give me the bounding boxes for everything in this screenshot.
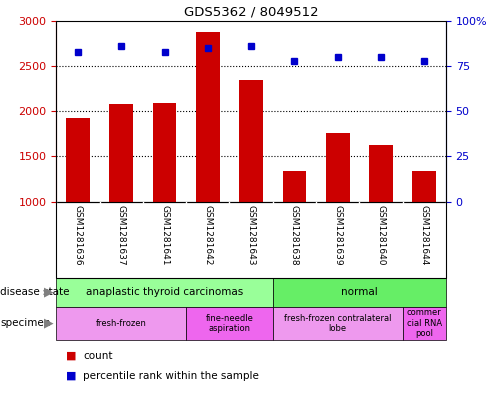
- Text: count: count: [83, 351, 113, 361]
- Bar: [56, 278, 273, 307]
- Text: GSM1281639: GSM1281639: [333, 206, 342, 266]
- Text: GSM1281643: GSM1281643: [246, 206, 256, 266]
- Bar: [369, 145, 393, 202]
- Text: normal: normal: [341, 287, 378, 298]
- Text: GSM1281637: GSM1281637: [117, 206, 126, 266]
- Text: specimen: specimen: [0, 318, 50, 328]
- Bar: [283, 171, 306, 202]
- Text: ■: ■: [66, 371, 76, 381]
- Text: fine-needle
aspiration: fine-needle aspiration: [205, 314, 253, 333]
- Text: fresh-frozen: fresh-frozen: [96, 319, 147, 328]
- Bar: [273, 278, 446, 307]
- Bar: [56, 307, 186, 340]
- Bar: [273, 307, 403, 340]
- Bar: [186, 307, 273, 340]
- Text: percentile rank within the sample: percentile rank within the sample: [83, 371, 259, 381]
- Text: fresh-frozen contralateral
lobe: fresh-frozen contralateral lobe: [284, 314, 392, 333]
- Bar: [66, 118, 90, 202]
- Text: GSM1281640: GSM1281640: [376, 206, 386, 266]
- Text: GSM1281638: GSM1281638: [290, 206, 299, 266]
- Text: ▶: ▶: [44, 286, 54, 299]
- Text: GSM1281641: GSM1281641: [160, 206, 169, 266]
- Bar: [153, 103, 176, 202]
- Text: GSM1281644: GSM1281644: [420, 206, 429, 266]
- Bar: [239, 79, 263, 202]
- Text: GSM1281642: GSM1281642: [203, 206, 212, 266]
- Bar: [109, 104, 133, 202]
- Text: ▶: ▶: [44, 317, 54, 330]
- Bar: [196, 32, 220, 202]
- Text: ■: ■: [66, 351, 76, 361]
- Text: disease state: disease state: [0, 287, 70, 298]
- Bar: [413, 171, 436, 202]
- Text: anaplastic thyroid carcinomas: anaplastic thyroid carcinomas: [86, 287, 243, 298]
- Title: GDS5362 / 8049512: GDS5362 / 8049512: [184, 5, 318, 18]
- Bar: [326, 133, 349, 202]
- Bar: [403, 307, 446, 340]
- Text: commer
cial RNA
pool: commer cial RNA pool: [407, 309, 442, 338]
- Text: GSM1281636: GSM1281636: [74, 206, 82, 266]
